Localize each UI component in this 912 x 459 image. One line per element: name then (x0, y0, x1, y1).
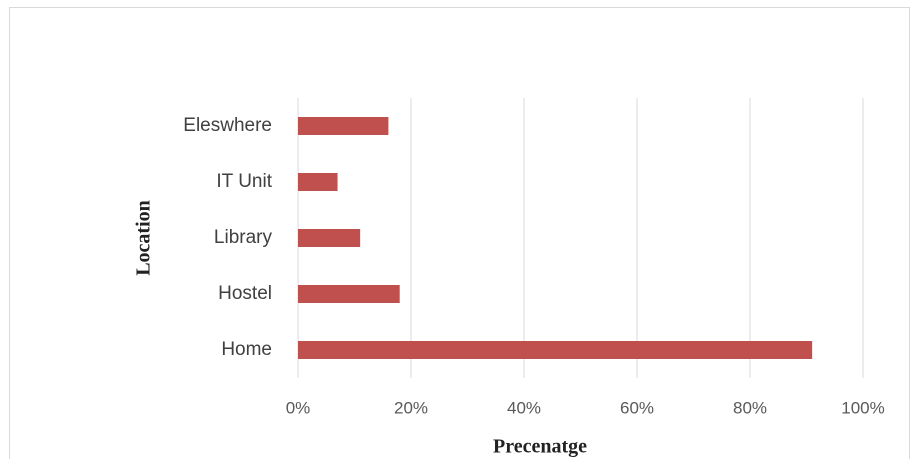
x-tick-label: 0% (286, 398, 311, 417)
bar (298, 117, 389, 135)
x-tick-label: 60% (620, 398, 654, 417)
y-tick-label: Eleswhere (183, 115, 272, 136)
y-tick-label: IT Unit (216, 171, 272, 192)
x-tick-label: 100% (841, 398, 884, 417)
x-tick-label: 40% (507, 398, 541, 417)
y-tick-label: Library (214, 227, 273, 248)
y-tick-label: Hostel (218, 283, 272, 304)
bar (298, 341, 813, 359)
bar (298, 173, 338, 191)
x-tick-label: 80% (733, 398, 767, 417)
x-axis-title: Precenatge (493, 436, 587, 458)
chart-frame (9, 7, 910, 459)
y-tick-label: Home (221, 339, 272, 360)
y-axis-title: Location (133, 200, 155, 276)
x-tick-label: 20% (394, 398, 428, 417)
bar (298, 285, 400, 303)
bar (298, 229, 361, 247)
